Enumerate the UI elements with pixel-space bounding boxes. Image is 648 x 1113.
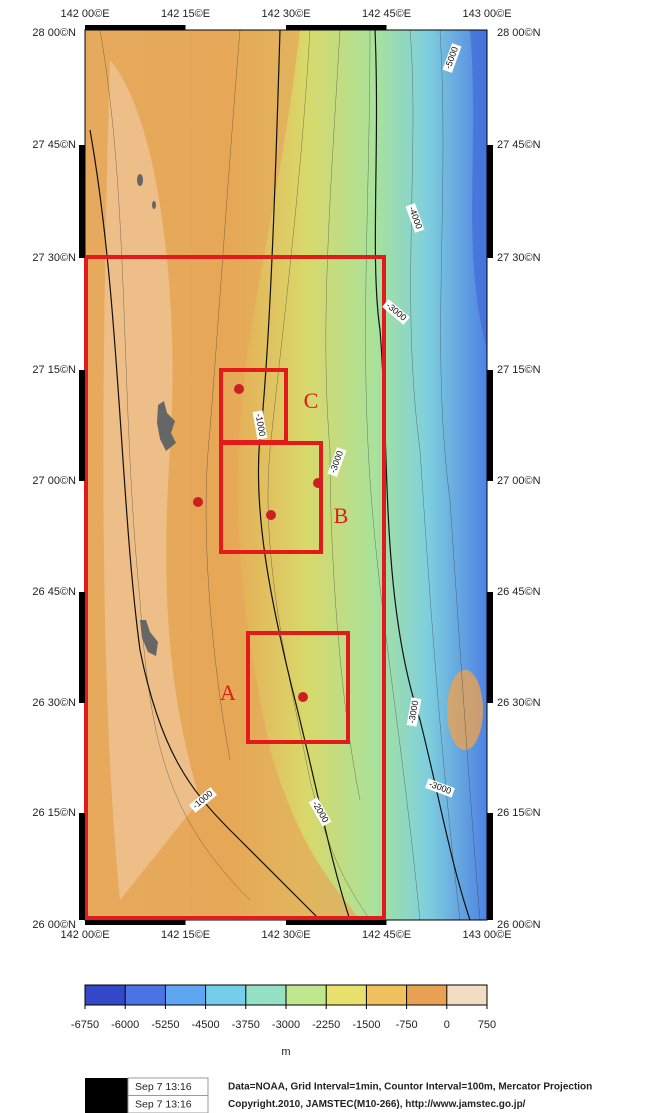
lon-label: 142 15©E	[161, 8, 210, 20]
colorbar-tick-label: 750	[478, 1019, 496, 1031]
border-tick	[79, 592, 85, 703]
colorbar-segment	[286, 985, 326, 1005]
border-tick	[79, 145, 85, 258]
colorbar-tick-label: -4500	[192, 1019, 220, 1031]
lat-label: 26 15©N	[497, 807, 541, 819]
border-tick	[487, 145, 493, 258]
border-tick	[286, 25, 387, 30]
colorbar-segment	[85, 985, 125, 1005]
lon-label: 142 30©E	[261, 8, 310, 20]
lon-label: 143 00©E	[462, 8, 511, 20]
colorbar-segment	[326, 985, 366, 1005]
lat-label: 27 00©N	[497, 475, 541, 487]
site-label: C	[304, 388, 319, 413]
lat-label: 27 15©N	[497, 364, 541, 376]
colorbar-segment	[165, 985, 205, 1005]
colorbar-tick-label: -3000	[272, 1019, 300, 1031]
footer-text: Copyright.2010, JAMSTEC(M10-266), http:/…	[228, 1099, 526, 1110]
colorbar-segment	[125, 985, 165, 1005]
colorbar-segment	[366, 985, 406, 1005]
border-tick	[487, 370, 493, 481]
border-tick	[79, 813, 85, 920]
lat-label: 27 30©N	[497, 252, 541, 264]
colorbar-segment	[447, 985, 487, 1005]
lat-label: 28 00©N	[497, 27, 541, 39]
lon-label: 142 00©E	[60, 8, 109, 20]
lat-label: 26 45©N	[497, 586, 541, 598]
colorbar-tick-label: -6750	[71, 1019, 99, 1031]
colorbar-tick-label: -3750	[232, 1019, 260, 1031]
lat-label: 26 00©N	[32, 919, 76, 931]
site-label: B	[334, 503, 349, 528]
border-tick	[85, 920, 186, 925]
lat-label: 27 30©N	[32, 252, 76, 264]
timestamp: Sep 7 13:16	[135, 1081, 192, 1093]
timestamp: Sep 7 13:16	[135, 1098, 192, 1110]
map-page: 142 00©E142 00©E142 15©E142 15©E142 30©E…	[0, 0, 648, 1113]
lat-label: 26 30©N	[497, 697, 541, 709]
colorbar-segment	[246, 985, 286, 1005]
lat-label: 26 00©N	[497, 919, 541, 931]
lat-label: 27 15©N	[32, 364, 76, 376]
colorbar-tick-label: -6000	[111, 1019, 139, 1031]
lat-label: 27 45©N	[32, 139, 76, 151]
colorbar-tick-label: -1500	[352, 1019, 380, 1031]
colorbar-tick-label: -750	[396, 1019, 418, 1031]
border-tick	[286, 920, 387, 925]
site-label: A	[220, 680, 236, 705]
colorbar-segment	[407, 985, 447, 1005]
lat-label: 27 00©N	[32, 475, 76, 487]
colorbar-unit: m	[281, 1046, 290, 1058]
footer-text: Data=NOAA, Grid Interval=1min, Countor I…	[228, 1082, 592, 1093]
border-tick	[79, 370, 85, 481]
footer-logo	[85, 1078, 128, 1113]
border-tick	[487, 813, 493, 920]
lat-label: 27 45©N	[497, 139, 541, 151]
colorbar-tick-label: 0	[444, 1019, 450, 1031]
lat-label: 26 45©N	[32, 586, 76, 598]
lon-label: 142 15©E	[161, 929, 210, 941]
colorbar-tick-label: -5250	[151, 1019, 179, 1031]
border-tick	[487, 592, 493, 703]
lat-label: 26 15©N	[32, 807, 76, 819]
lon-label: 142 45©E	[362, 929, 411, 941]
border-tick	[85, 25, 186, 30]
colorbar-segment	[206, 985, 246, 1005]
lat-label: 28 00©N	[32, 27, 76, 39]
lat-label: 26 30©N	[32, 697, 76, 709]
lon-label: 142 30©E	[261, 929, 310, 941]
colorbar-tick-label: -2250	[312, 1019, 340, 1031]
lon-label: 142 45©E	[362, 8, 411, 20]
